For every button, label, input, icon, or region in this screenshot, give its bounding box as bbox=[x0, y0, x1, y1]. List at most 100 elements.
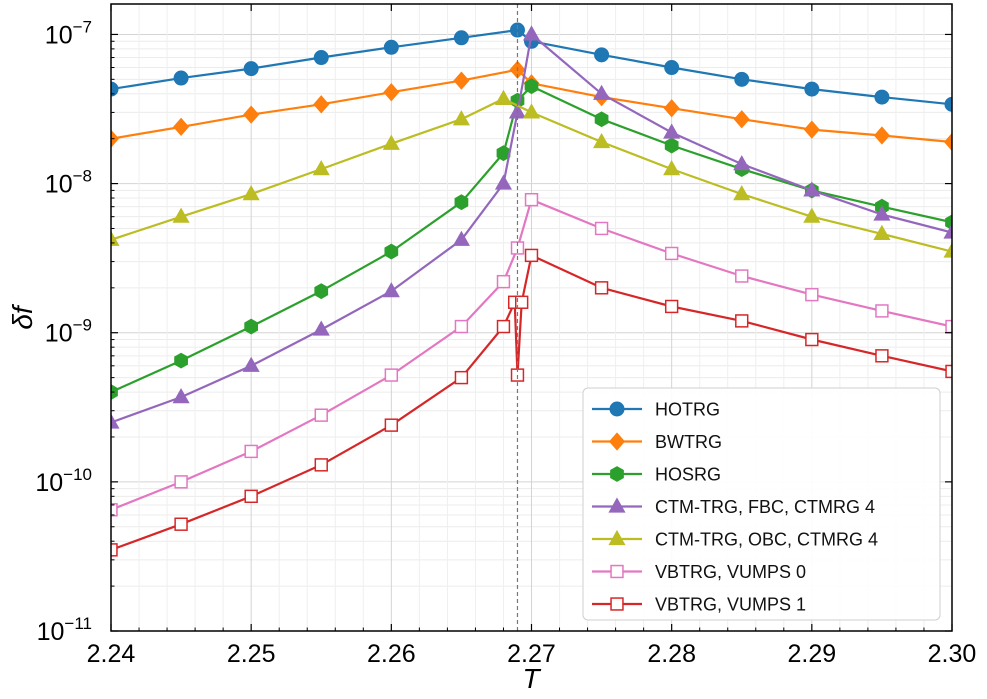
y-axis-label: δf bbox=[7, 303, 38, 330]
x-tick-label: 2.28 bbox=[647, 640, 696, 668]
legend-label: HOSRG bbox=[655, 465, 721, 485]
data-point bbox=[943, 132, 952, 152]
legend-marker bbox=[610, 564, 624, 579]
data-point bbox=[314, 283, 329, 300]
data-point bbox=[496, 319, 511, 334]
legend-entry: BWTRG bbox=[592, 432, 722, 452]
data-point bbox=[453, 30, 469, 46]
data-point bbox=[524, 192, 539, 207]
legend-label: HOTRG bbox=[655, 400, 720, 420]
series-vbtrg-vumps-0 bbox=[111, 192, 952, 517]
data-point bbox=[382, 134, 400, 150]
y-tick-label: 10−9 bbox=[45, 316, 92, 348]
legend-entry: HOTRG bbox=[592, 400, 720, 420]
legend-marker bbox=[608, 432, 626, 451]
data-point bbox=[524, 78, 539, 95]
data-point bbox=[454, 370, 469, 385]
data-point bbox=[593, 84, 611, 100]
data-point bbox=[594, 111, 609, 128]
x-tick-label: 2.27 bbox=[507, 640, 556, 668]
data-point bbox=[454, 194, 469, 211]
data-point bbox=[803, 207, 821, 223]
legend: HOTRG BWTRG HOSRG CTM-TRG, FBC, CTMRG 4 CTM-… bbox=[582, 387, 941, 621]
data-point bbox=[875, 349, 889, 363]
legend-entry: CTM-TRG, OBC, CTMRG 4 bbox=[592, 530, 878, 550]
legend-entry: VBTRG, VUMPS 1 bbox=[592, 595, 806, 615]
data-point bbox=[384, 418, 399, 432]
data-point bbox=[453, 71, 470, 90]
x-tick-label: 2.29 bbox=[787, 640, 836, 668]
data-point bbox=[243, 61, 259, 77]
data-point bbox=[514, 295, 529, 309]
data-point bbox=[664, 299, 679, 314]
data-point bbox=[111, 230, 120, 246]
legend-marker bbox=[608, 529, 626, 546]
data-point bbox=[313, 50, 329, 66]
data-point bbox=[663, 160, 681, 176]
data-point bbox=[173, 117, 190, 137]
data-point bbox=[494, 89, 513, 105]
data-point bbox=[494, 174, 513, 190]
data-point bbox=[452, 230, 470, 246]
data-point bbox=[805, 287, 819, 302]
data-point bbox=[524, 248, 539, 263]
data-point bbox=[664, 60, 680, 76]
data-point bbox=[242, 185, 260, 201]
series-hotrg bbox=[111, 22, 952, 112]
data-point bbox=[509, 22, 525, 38]
data-point bbox=[804, 81, 820, 97]
legend-marker bbox=[610, 597, 624, 611]
data-point bbox=[312, 320, 330, 336]
data-point bbox=[454, 319, 469, 334]
data-point bbox=[663, 99, 680, 118]
data-point bbox=[384, 368, 399, 382]
data-point bbox=[735, 269, 749, 283]
series-line bbox=[111, 29, 952, 106]
data-point bbox=[944, 96, 952, 112]
data-point bbox=[664, 246, 679, 261]
data-point bbox=[314, 458, 328, 472]
data-point bbox=[664, 137, 679, 154]
data-point bbox=[803, 120, 820, 139]
data-point bbox=[383, 39, 399, 55]
y-tick-label: 10−10 bbox=[35, 465, 92, 497]
data-point bbox=[805, 332, 819, 347]
data-point bbox=[873, 126, 890, 145]
data-point bbox=[496, 274, 511, 289]
data-point bbox=[452, 110, 470, 126]
legend-marker bbox=[609, 401, 625, 417]
data-point bbox=[945, 214, 952, 231]
data-point bbox=[733, 110, 750, 129]
data-point bbox=[243, 105, 260, 124]
data-point bbox=[594, 281, 609, 295]
data-point bbox=[312, 160, 330, 176]
data-point bbox=[174, 352, 188, 369]
data-point bbox=[873, 224, 891, 240]
data-point bbox=[174, 517, 188, 531]
data-point bbox=[663, 123, 681, 139]
data-point bbox=[314, 408, 328, 422]
data-point bbox=[522, 103, 541, 119]
data-point bbox=[384, 243, 399, 260]
legend-label: CTM-TRG, FBC, CTMRG 4 bbox=[655, 497, 875, 517]
legend-label: VBTRG, VUMPS 1 bbox=[655, 595, 806, 615]
y-tick-label: 10−7 bbox=[45, 17, 92, 49]
data-point bbox=[594, 47, 610, 63]
data-point bbox=[244, 444, 258, 459]
data-point bbox=[111, 129, 120, 148]
legend-entry: CTM-TRG, FBC, CTMRG 4 bbox=[592, 497, 875, 517]
data-point bbox=[111, 413, 120, 429]
x-tick-label: 2.25 bbox=[227, 640, 276, 668]
legend-label: BWTRG bbox=[655, 432, 722, 452]
data-point bbox=[313, 95, 330, 114]
data-point bbox=[733, 185, 751, 201]
legend-entry: HOSRG bbox=[592, 465, 721, 485]
legend-entry: VBTRG, VUMPS 0 bbox=[592, 562, 806, 582]
legend-marker bbox=[608, 497, 626, 513]
data-point bbox=[943, 242, 952, 258]
x-tick-label: 2.24 bbox=[87, 640, 136, 668]
y-tick-label: 10−11 bbox=[37, 614, 92, 646]
legend-label: VBTRG, VUMPS 0 bbox=[655, 562, 806, 582]
series-layer bbox=[111, 22, 952, 557]
